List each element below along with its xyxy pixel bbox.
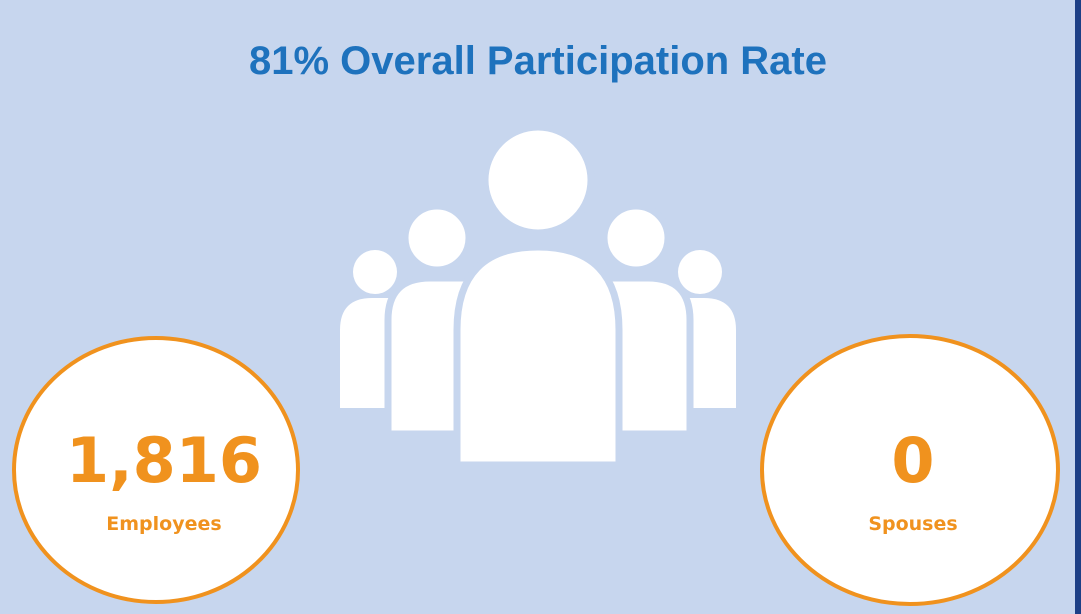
title: 81% Overall Participation Rate xyxy=(249,39,827,83)
body xyxy=(384,274,474,438)
head xyxy=(481,123,595,237)
stat-value: 1,816 xyxy=(66,424,262,497)
body xyxy=(453,243,623,469)
stat-circle xyxy=(12,336,300,604)
head xyxy=(353,250,397,294)
stat-label: Spouses xyxy=(868,513,957,535)
head xyxy=(401,202,473,274)
head xyxy=(600,202,672,274)
stat-label: Employees xyxy=(106,513,221,535)
body xyxy=(602,274,694,438)
head xyxy=(678,250,722,294)
body xyxy=(340,298,392,408)
body xyxy=(684,298,736,408)
right-border xyxy=(1075,0,1081,614)
stat-value: 0 xyxy=(891,424,934,497)
stat-circle xyxy=(760,334,1060,606)
people-icon xyxy=(340,123,736,469)
